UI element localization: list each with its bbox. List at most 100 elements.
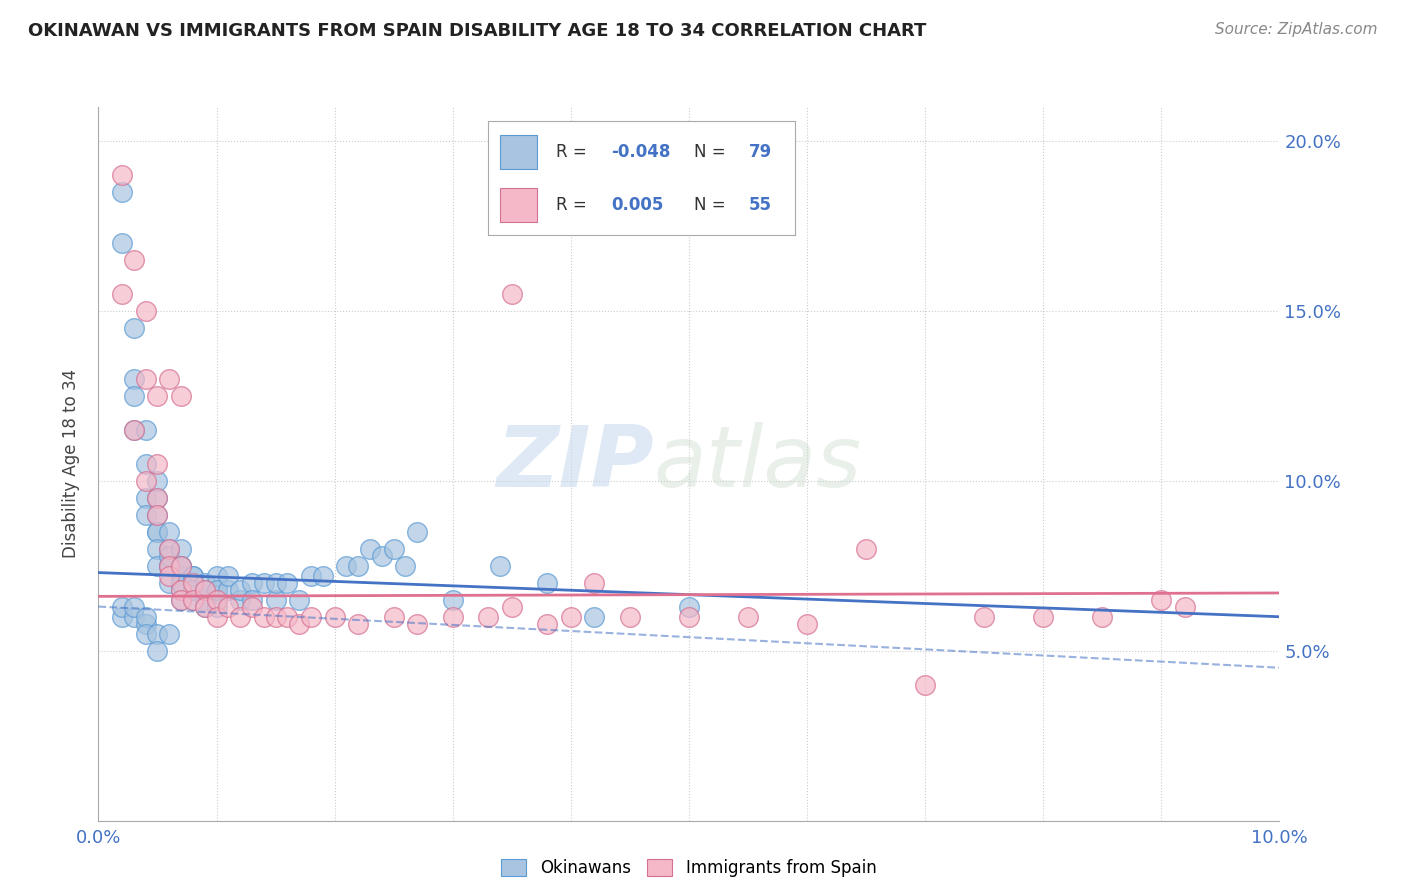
- Point: [157, 549, 180, 563]
- Point: [501, 287, 523, 301]
- Point: [146, 389, 169, 403]
- Point: [489, 558, 512, 573]
- Point: [973, 609, 995, 624]
- Point: [146, 558, 169, 573]
- Point: [146, 626, 169, 640]
- Point: [135, 457, 157, 471]
- Point: [122, 389, 145, 403]
- Point: [111, 599, 134, 614]
- Point: [181, 575, 204, 590]
- Point: [855, 541, 877, 556]
- Point: [560, 609, 582, 624]
- Point: [240, 575, 263, 590]
- Point: [406, 616, 429, 631]
- Point: [157, 575, 180, 590]
- Text: ZIP: ZIP: [496, 422, 654, 506]
- Point: [229, 609, 252, 624]
- Point: [135, 304, 157, 318]
- Point: [205, 592, 228, 607]
- Point: [146, 644, 169, 658]
- Point: [914, 678, 936, 692]
- Point: [796, 616, 818, 631]
- Point: [359, 541, 381, 556]
- Text: atlas: atlas: [654, 422, 862, 506]
- Point: [276, 609, 298, 624]
- Point: [276, 575, 298, 590]
- Point: [122, 423, 145, 437]
- Point: [240, 592, 263, 607]
- Point: [122, 609, 145, 624]
- Point: [157, 372, 180, 386]
- Point: [181, 592, 204, 607]
- Point: [299, 569, 322, 583]
- Point: [111, 609, 134, 624]
- Point: [347, 558, 370, 573]
- Point: [678, 599, 700, 614]
- Point: [441, 592, 464, 607]
- Point: [253, 575, 276, 590]
- Point: [157, 541, 180, 556]
- Point: [157, 626, 180, 640]
- Point: [1032, 609, 1054, 624]
- Point: [382, 609, 405, 624]
- Point: [146, 457, 169, 471]
- Point: [157, 541, 180, 556]
- Point: [217, 582, 239, 597]
- Point: [229, 582, 252, 597]
- Point: [335, 558, 357, 573]
- Point: [1174, 599, 1197, 614]
- Point: [181, 569, 204, 583]
- Point: [135, 491, 157, 505]
- Y-axis label: Disability Age 18 to 34: Disability Age 18 to 34: [62, 369, 80, 558]
- Point: [146, 508, 169, 522]
- Point: [111, 235, 134, 250]
- Point: [157, 569, 180, 583]
- Point: [194, 582, 217, 597]
- Point: [583, 575, 606, 590]
- Point: [135, 372, 157, 386]
- Point: [181, 592, 204, 607]
- Point: [146, 524, 169, 539]
- Point: [170, 558, 193, 573]
- Point: [678, 609, 700, 624]
- Point: [217, 599, 239, 614]
- Point: [394, 558, 416, 573]
- Point: [170, 558, 193, 573]
- Point: [181, 582, 204, 597]
- Point: [170, 592, 193, 607]
- Point: [536, 616, 558, 631]
- Point: [170, 541, 193, 556]
- Point: [181, 582, 204, 597]
- Point: [217, 569, 239, 583]
- Point: [146, 491, 169, 505]
- Point: [170, 558, 193, 573]
- Point: [205, 592, 228, 607]
- Point: [205, 582, 228, 597]
- Point: [157, 524, 180, 539]
- Text: Source: ZipAtlas.com: Source: ZipAtlas.com: [1215, 22, 1378, 37]
- Point: [157, 558, 180, 573]
- Point: [194, 592, 217, 607]
- Point: [122, 599, 145, 614]
- Point: [264, 609, 287, 624]
- Point: [146, 508, 169, 522]
- Point: [111, 185, 134, 199]
- Point: [122, 252, 145, 267]
- Point: [122, 372, 145, 386]
- Point: [253, 609, 276, 624]
- Point: [146, 491, 169, 505]
- Point: [737, 609, 759, 624]
- Point: [406, 524, 429, 539]
- Point: [1150, 592, 1173, 607]
- Point: [135, 508, 157, 522]
- Point: [194, 575, 217, 590]
- Point: [135, 616, 157, 631]
- Point: [122, 423, 145, 437]
- Point: [146, 541, 169, 556]
- Point: [347, 616, 370, 631]
- Point: [205, 609, 228, 624]
- Point: [382, 541, 405, 556]
- Point: [371, 549, 394, 563]
- Point: [229, 592, 252, 607]
- Point: [146, 524, 169, 539]
